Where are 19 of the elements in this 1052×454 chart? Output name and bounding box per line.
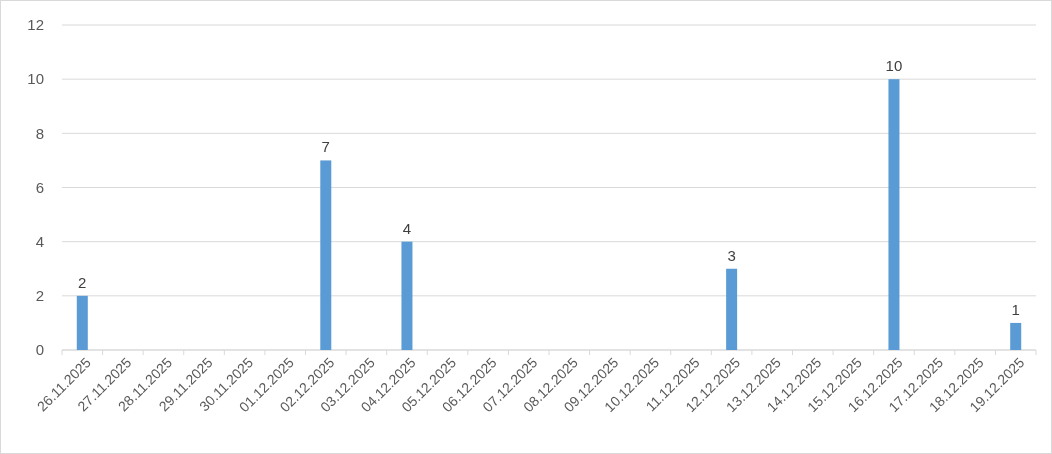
data-label: 4 [402, 219, 412, 237]
data-label: 2 [78, 273, 87, 291]
y-tick-label: 12 [27, 16, 44, 34]
data-label: 7 [321, 138, 330, 156]
y-tick-label: 0 [35, 341, 44, 359]
bar [726, 268, 738, 350]
bar [1010, 322, 1022, 350]
bar [401, 241, 413, 350]
data-label: 3 [727, 246, 736, 264]
data-label: 10 [885, 57, 903, 75]
data-label: 1 [1011, 300, 1020, 318]
y-tick-label: 10 [27, 70, 44, 88]
y-tick-label: 4 [35, 232, 44, 250]
bar [888, 79, 900, 350]
bar [320, 160, 332, 350]
y-tick-label: 8 [35, 124, 44, 142]
y-tick-label: 6 [35, 178, 44, 196]
y-tick-label: 2 [35, 287, 44, 305]
bar [76, 295, 88, 350]
